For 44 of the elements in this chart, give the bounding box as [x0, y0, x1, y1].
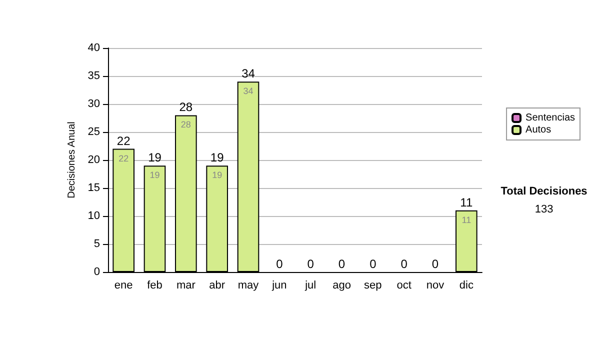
x-tick-label: may	[238, 280, 260, 292]
data-label: 22	[118, 153, 129, 164]
text: Total Decisiones	[500, 186, 588, 198]
x-tick-label: feb	[147, 280, 162, 292]
y-tick-label: 25	[88, 126, 100, 138]
x-tick-label: nov	[426, 280, 445, 292]
total-label: 34	[242, 66, 256, 81]
y-tick-label: 10	[88, 210, 100, 222]
data-label: 19	[150, 170, 160, 180]
legend-label: Autos	[526, 124, 552, 136]
total-label: 28	[179, 100, 193, 114]
y-tick-label: 5	[94, 238, 100, 250]
y-tick-label: 30	[88, 98, 100, 110]
y-tick-label: 15	[88, 182, 100, 194]
x-tick-label: abr	[209, 280, 226, 292]
x-tick-label: mar	[176, 280, 196, 292]
data-label: 19	[212, 170, 222, 180]
x-tick-label: sep	[364, 280, 382, 292]
total-label: 0	[432, 257, 439, 271]
total-label: 0	[338, 257, 346, 271]
text: 133	[534, 204, 554, 216]
legend-label: Sentencias	[526, 112, 576, 124]
total-label: 0	[276, 257, 284, 271]
total-label: 11	[460, 195, 473, 210]
x-tick-label: jun	[271, 280, 287, 292]
x-tick-label: dic	[459, 280, 474, 292]
total-label: 19	[148, 150, 162, 165]
data-label: 34	[243, 86, 254, 96]
total-label: 19	[210, 150, 224, 165]
total-label: 0	[307, 257, 314, 271]
x-tick-label: jul	[304, 280, 316, 292]
data-label: 28	[180, 120, 191, 130]
x-tick-label: ago	[332, 280, 351, 292]
data-label: 11	[462, 214, 472, 225]
x-tick-label: oct	[396, 280, 412, 292]
total-label: 0	[370, 257, 377, 271]
y-tick-label: 35	[88, 70, 100, 82]
y-tick-label: 0	[94, 266, 100, 278]
y-tick-label: 40	[88, 42, 100, 54]
y-axis-title: Decisiones Anual	[66, 122, 78, 198]
total-label: 22	[116, 134, 131, 148]
total-label: 0	[400, 257, 408, 271]
y-tick-label: 20	[88, 154, 100, 166]
x-tick-label: ene	[114, 280, 133, 292]
